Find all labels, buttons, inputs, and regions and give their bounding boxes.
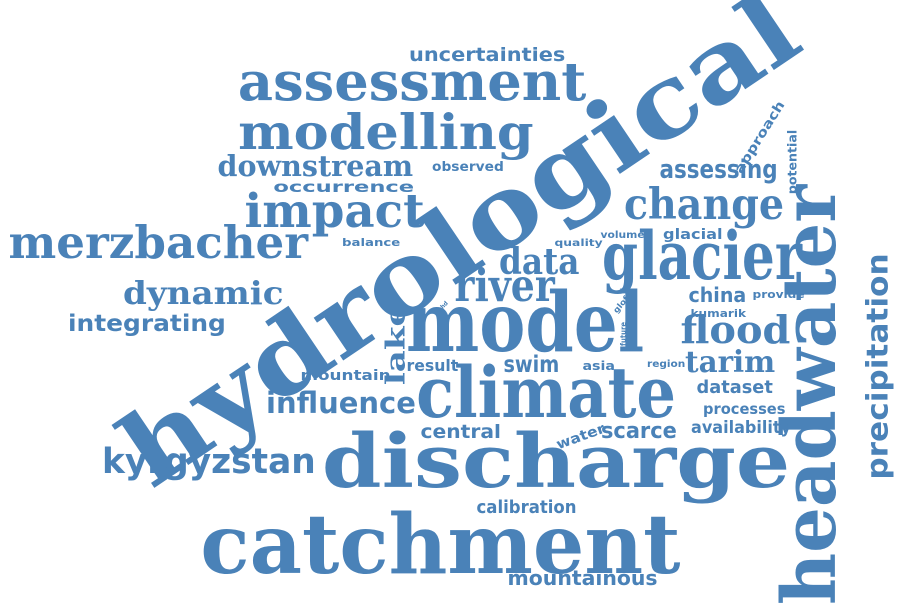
word-model: model bbox=[406, 275, 645, 371]
word-tarim: tarim bbox=[685, 345, 776, 380]
word-swim: swim bbox=[502, 351, 559, 378]
word-asia: asia bbox=[581, 359, 615, 373]
word-glacial: glacial bbox=[663, 227, 723, 243]
word-river: river bbox=[454, 258, 555, 312]
word-provide: provide bbox=[752, 287, 805, 301]
word-assessing: assessing bbox=[659, 155, 778, 185]
word-catchment: catchment bbox=[199, 497, 681, 593]
word-precipitation: precipitation bbox=[860, 252, 895, 480]
word-climate: climate bbox=[416, 351, 677, 434]
word-processes: processes bbox=[703, 399, 786, 418]
word-integrating: integrating bbox=[68, 310, 226, 337]
word-dynamic: dynamic bbox=[122, 274, 284, 312]
word-kyrgyzstan: kyrgyzstan bbox=[101, 441, 316, 482]
word-downstream: downstream bbox=[216, 148, 413, 183]
word-availability: availability bbox=[691, 417, 791, 438]
word-dataset: dataset bbox=[696, 377, 773, 398]
word-result: result bbox=[406, 356, 458, 375]
word-headwater: headwater bbox=[767, 184, 854, 606]
word-merzbacher: merzbacher bbox=[8, 215, 308, 269]
word-uncertainties: uncertainties bbox=[408, 43, 566, 66]
word-data: data bbox=[499, 241, 580, 283]
word-kumarik: kumarik bbox=[690, 306, 746, 320]
word-discharge: discharge bbox=[321, 419, 791, 505]
word-balance: balance bbox=[341, 235, 401, 249]
word-china: china bbox=[687, 283, 746, 307]
word-mountain: mountain bbox=[299, 368, 391, 384]
word-central: central bbox=[419, 420, 501, 443]
word-influence: influence bbox=[266, 385, 416, 420]
word-glacier: glacier bbox=[602, 217, 802, 295]
word-quality: quality bbox=[553, 238, 603, 249]
word-impact: impact bbox=[244, 183, 425, 239]
word-modelling: modelling bbox=[238, 102, 534, 161]
word-assessment: assessment bbox=[237, 50, 587, 113]
word-future: future bbox=[619, 321, 629, 347]
word-volume: volume bbox=[599, 230, 645, 241]
word-calibration: calibration bbox=[476, 497, 577, 518]
word-change: change bbox=[623, 179, 785, 230]
word-mountainous: mountainous bbox=[507, 566, 658, 590]
word-scarce: scarce bbox=[600, 419, 677, 444]
word-occurrence: occurrence bbox=[272, 177, 414, 196]
word-flood: flood bbox=[679, 307, 790, 352]
word-region: region bbox=[646, 359, 686, 370]
word-observed: observed bbox=[431, 159, 504, 175]
